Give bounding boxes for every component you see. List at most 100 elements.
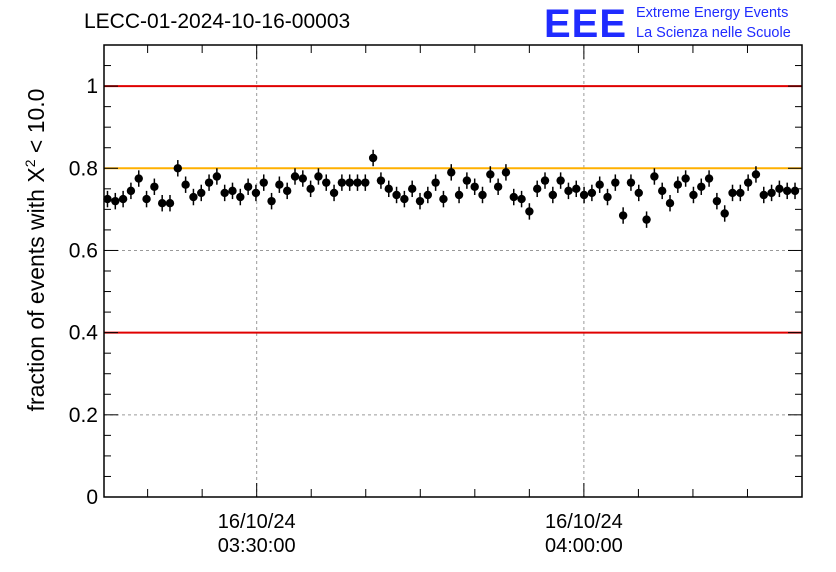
data-point — [462, 172, 472, 189]
reference-lines — [104, 85, 802, 334]
data-point — [306, 180, 315, 198]
data-point — [728, 184, 737, 202]
data-marker — [751, 170, 761, 179]
data-marker — [103, 194, 112, 204]
data-point — [157, 194, 167, 212]
data-marker — [759, 190, 768, 200]
data-marker — [439, 194, 448, 204]
logo-line-1: Extreme Energy Events — [636, 5, 789, 21]
data-point — [126, 182, 136, 200]
data-marker — [212, 172, 222, 181]
data-marker — [353, 178, 362, 187]
data-marker — [681, 174, 690, 183]
data-point — [548, 186, 558, 204]
data-point — [658, 182, 667, 200]
data-point — [470, 178, 479, 195]
y-tick-label: 0.6 — [69, 239, 98, 262]
data-marker — [197, 188, 206, 198]
data-marker — [111, 196, 120, 206]
data-point — [595, 176, 604, 193]
data-marker — [509, 192, 518, 202]
data-point — [447, 164, 456, 181]
data-marker — [736, 188, 745, 198]
chi-symbol: X — [22, 167, 49, 183]
data-marker — [290, 172, 300, 181]
data-marker — [447, 168, 456, 177]
data-point — [525, 203, 534, 220]
data-marker — [579, 190, 589, 200]
chart-title: LECC-01-2024-10-16-00003 — [84, 10, 351, 33]
data-point — [400, 190, 409, 208]
data-marker — [150, 182, 159, 191]
data-marker — [431, 178, 440, 187]
data-point — [564, 182, 573, 200]
data-points — [103, 149, 800, 228]
data-point — [407, 180, 417, 198]
data-point — [697, 178, 706, 195]
data-marker — [298, 174, 308, 183]
data-marker — [493, 182, 503, 191]
data-point — [220, 184, 229, 202]
y-axis-label: fraction of events with X2 < 10.0 — [22, 89, 50, 412]
data-point — [423, 186, 433, 204]
data-marker — [243, 182, 253, 191]
data-point — [243, 178, 253, 195]
data-point — [790, 182, 800, 200]
data-point — [783, 182, 792, 200]
data-marker — [470, 182, 479, 191]
data-marker — [220, 188, 229, 198]
data-point — [720, 205, 729, 222]
data-marker — [157, 199, 167, 208]
data-marker — [564, 186, 573, 196]
data-marker — [501, 168, 511, 177]
plot-frame — [103, 44, 803, 498]
data-point — [189, 188, 198, 206]
data-point — [665, 194, 675, 212]
y-tick-label: 1 — [86, 75, 98, 98]
data-marker — [118, 194, 128, 204]
data-point — [611, 174, 620, 191]
data-marker — [548, 190, 558, 200]
data-marker — [603, 192, 612, 202]
data-point — [337, 174, 347, 191]
data-marker — [556, 176, 565, 185]
data-marker — [728, 188, 737, 198]
data-marker — [790, 186, 800, 196]
grid — [104, 45, 802, 497]
data-point — [314, 168, 323, 185]
data-marker — [775, 184, 784, 194]
data-marker — [665, 199, 675, 208]
data-point — [618, 207, 628, 224]
data-point — [267, 192, 276, 210]
data-point — [290, 168, 300, 185]
data-marker — [400, 194, 409, 204]
data-marker — [392, 190, 401, 200]
data-point — [572, 180, 581, 198]
data-marker — [384, 184, 393, 194]
data-marker — [743, 178, 753, 187]
data-point — [384, 180, 393, 198]
data-marker — [361, 178, 370, 187]
data-point — [181, 176, 190, 193]
data-marker — [345, 178, 354, 187]
data-marker — [704, 174, 714, 183]
data-point — [532, 180, 542, 198]
data-marker — [783, 186, 792, 196]
data-marker — [337, 178, 347, 187]
data-marker — [634, 188, 643, 198]
data-point — [392, 186, 401, 204]
data-marker — [126, 186, 136, 196]
data-marker — [697, 182, 706, 191]
data-point — [150, 178, 159, 195]
data-marker — [282, 186, 292, 196]
data-point — [376, 172, 386, 189]
data-point — [103, 190, 112, 208]
data-marker — [306, 184, 315, 194]
data-point — [439, 190, 448, 208]
data-marker — [204, 178, 214, 187]
data-point — [540, 172, 550, 189]
data-marker — [517, 194, 526, 204]
data-point — [634, 184, 643, 202]
data-marker — [173, 164, 183, 173]
